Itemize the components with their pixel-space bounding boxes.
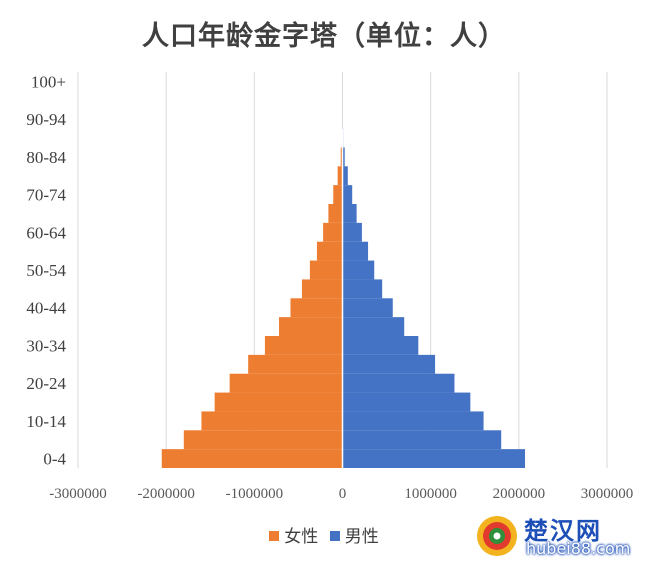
bar-male [342,260,375,280]
bar-female [214,392,343,412]
y-tick-label: 40-44 [26,299,66,318]
bar-female [161,449,343,468]
bar-male [342,317,405,336]
legend-label-female: 女性 [284,527,319,547]
legend-label-male: 男性 [344,527,379,547]
x-tick-label: 0 [339,486,347,502]
legend-swatch-male [329,531,340,541]
bar-male [342,185,353,204]
y-tick-label: 60-64 [26,223,66,242]
bar-female [316,241,343,261]
bar-male [342,354,436,374]
x-tick-label: -3000000 [49,486,107,502]
bar-female [264,336,343,355]
bar-male [342,279,383,299]
y-tick-label: 50-54 [26,261,66,280]
legend-item-male: 男性 [329,522,379,547]
bar-male [342,166,348,186]
bar-female [279,317,343,336]
bar-male [342,204,357,223]
y-tick-label: 20-24 [26,374,66,393]
x-tick-label: 2000000 [493,486,546,502]
x-tick-label: 1000000 [404,486,457,502]
watermark-name: 楚汉网 [524,517,602,545]
bar-male [342,430,502,450]
bar-male [342,449,526,468]
bar-female [328,204,343,223]
legend-swatch-female [269,531,280,541]
bar-female [229,373,343,393]
watermark: 楚汉网 hubei88.com [472,509,642,561]
bar-female [248,354,343,374]
legend-item-female: 女性 [269,522,318,547]
y-tick-label: 70-74 [26,186,66,205]
x-tick-label: -2000000 [137,486,195,502]
y-tick-label: 0-4 [43,450,66,469]
bar-female [301,279,343,299]
bar-female [333,185,343,204]
x-tick-label: -1000000 [226,486,284,502]
watermark-url: hubei88.com [526,539,631,558]
chart-title: 人口年龄金字塔（单位：人） [142,21,506,52]
bar-male [342,147,345,167]
y-tick-label: 90-94 [26,110,66,129]
y-tick-label: 30-34 [26,336,66,355]
watermark-logo [477,516,517,556]
bar-female [340,147,343,167]
bar-female [183,430,343,450]
bar-male [342,298,393,318]
bar-male [342,222,362,242]
y-tick-label: 80-84 [26,148,66,167]
bar-male [342,392,471,412]
bar-female [201,411,343,431]
bar-female [337,166,343,186]
bar-male [342,241,369,261]
y-tick-label: 10-14 [26,412,66,431]
bar-male [342,411,484,431]
legend: 女性 男性 [0,522,648,547]
x-tick-label: 3000000 [581,486,634,502]
y-tick-label: 100+ [31,72,66,91]
bar-male [342,336,419,355]
population-pyramid-chart: -3000000 -2000000 -1000000 0 1000000 2000000 3… [26,72,634,502]
bar-female [323,222,343,242]
bar-female [290,298,343,318]
bar-female [309,260,343,280]
bar-male [342,373,455,393]
